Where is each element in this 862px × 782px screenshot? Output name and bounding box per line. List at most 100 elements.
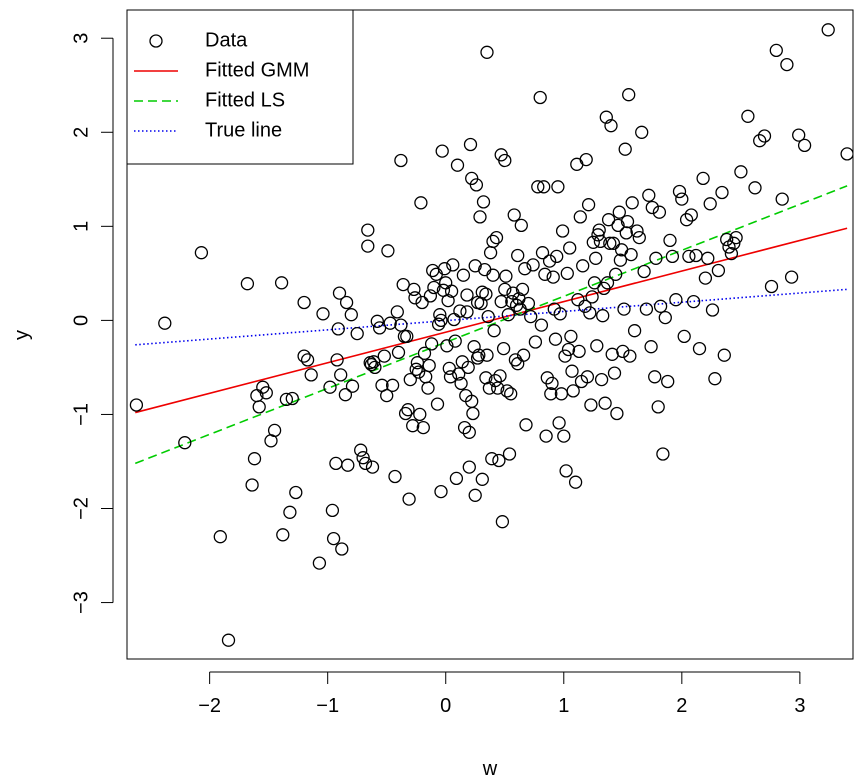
data-point — [727, 236, 741, 250]
data-point — [566, 384, 580, 398]
data-point — [498, 153, 512, 168]
data-point — [584, 398, 598, 412]
data-point — [720, 232, 734, 247]
data-point — [511, 248, 525, 263]
data-point — [535, 246, 550, 260]
data-point — [531, 180, 545, 194]
data-point — [472, 348, 486, 362]
data-point — [417, 346, 432, 360]
legend-label: Data — [205, 29, 248, 51]
data-point — [519, 418, 533, 432]
data-point — [283, 505, 297, 519]
data-point — [335, 542, 349, 556]
data-point — [424, 337, 439, 351]
data-point — [473, 210, 487, 224]
data-point — [461, 360, 475, 375]
data-point — [656, 447, 670, 461]
data-point — [610, 406, 624, 421]
data-point — [453, 304, 467, 318]
data-point — [457, 420, 472, 435]
data-point — [578, 299, 592, 313]
data-point — [323, 380, 337, 394]
data-point — [618, 142, 632, 156]
data-point — [449, 471, 464, 486]
data-point — [561, 342, 576, 357]
data-point — [642, 188, 656, 202]
data-point — [637, 264, 651, 279]
data-point — [682, 249, 696, 264]
data-point — [505, 294, 519, 309]
data-point — [285, 391, 299, 406]
data-point — [757, 129, 772, 143]
data-point — [573, 210, 587, 224]
data-point — [593, 234, 608, 249]
data-point — [583, 306, 597, 320]
data-point — [434, 484, 448, 499]
data-point — [470, 295, 485, 310]
data-point — [580, 370, 595, 384]
data-point — [415, 295, 429, 310]
data-point — [433, 308, 447, 322]
x-tick-label: 2 — [676, 695, 687, 717]
data-point — [501, 308, 515, 322]
data-point — [661, 374, 675, 389]
data-point — [591, 228, 605, 242]
data-point — [403, 372, 417, 387]
legend-marker — [149, 34, 163, 48]
data-point — [297, 295, 311, 310]
data-point — [708, 372, 722, 386]
data-point — [454, 376, 468, 391]
data-point — [312, 556, 327, 570]
data-point — [316, 307, 330, 321]
x-tick-label: 1 — [558, 695, 569, 717]
data-point — [632, 230, 646, 245]
data-point — [645, 200, 659, 215]
data-point — [550, 249, 564, 264]
data-point — [545, 376, 559, 391]
data-point — [331, 322, 345, 336]
data-point — [463, 137, 478, 152]
data-point — [427, 280, 441, 295]
data-point — [649, 251, 663, 265]
y-tick-label: 0 — [70, 315, 92, 326]
y-tick-label: 3 — [70, 33, 92, 44]
data-point — [764, 279, 779, 294]
data-point — [705, 303, 720, 317]
data-point — [627, 324, 642, 338]
data-point — [724, 246, 739, 261]
data-point — [622, 88, 636, 102]
data-point — [462, 425, 476, 439]
data-point — [564, 329, 578, 344]
data-point — [338, 388, 353, 402]
data-point — [460, 288, 474, 302]
data-point — [354, 443, 368, 457]
data-point — [623, 349, 637, 363]
data-point — [559, 464, 573, 478]
data-point — [753, 134, 767, 148]
data-point — [514, 218, 528, 233]
data-point — [533, 90, 547, 105]
data-point — [599, 110, 613, 124]
data-point — [665, 249, 680, 264]
data-point — [388, 469, 402, 484]
data-point — [537, 180, 551, 194]
data-point — [398, 406, 413, 421]
data-point — [571, 293, 585, 307]
data-point — [380, 388, 394, 403]
data-point — [345, 379, 360, 393]
data-point — [553, 307, 567, 321]
data-point — [414, 196, 428, 210]
data-point — [600, 276, 615, 290]
data-point — [663, 233, 677, 248]
y-axis-label: y — [11, 330, 33, 340]
data-point — [289, 485, 303, 500]
data-point — [468, 488, 482, 502]
data-point — [675, 192, 689, 206]
data-point — [585, 290, 599, 304]
data-point — [546, 270, 560, 284]
data-point — [468, 259, 482, 273]
data-point — [396, 277, 410, 292]
data-point — [213, 530, 227, 544]
data-point — [450, 158, 465, 172]
